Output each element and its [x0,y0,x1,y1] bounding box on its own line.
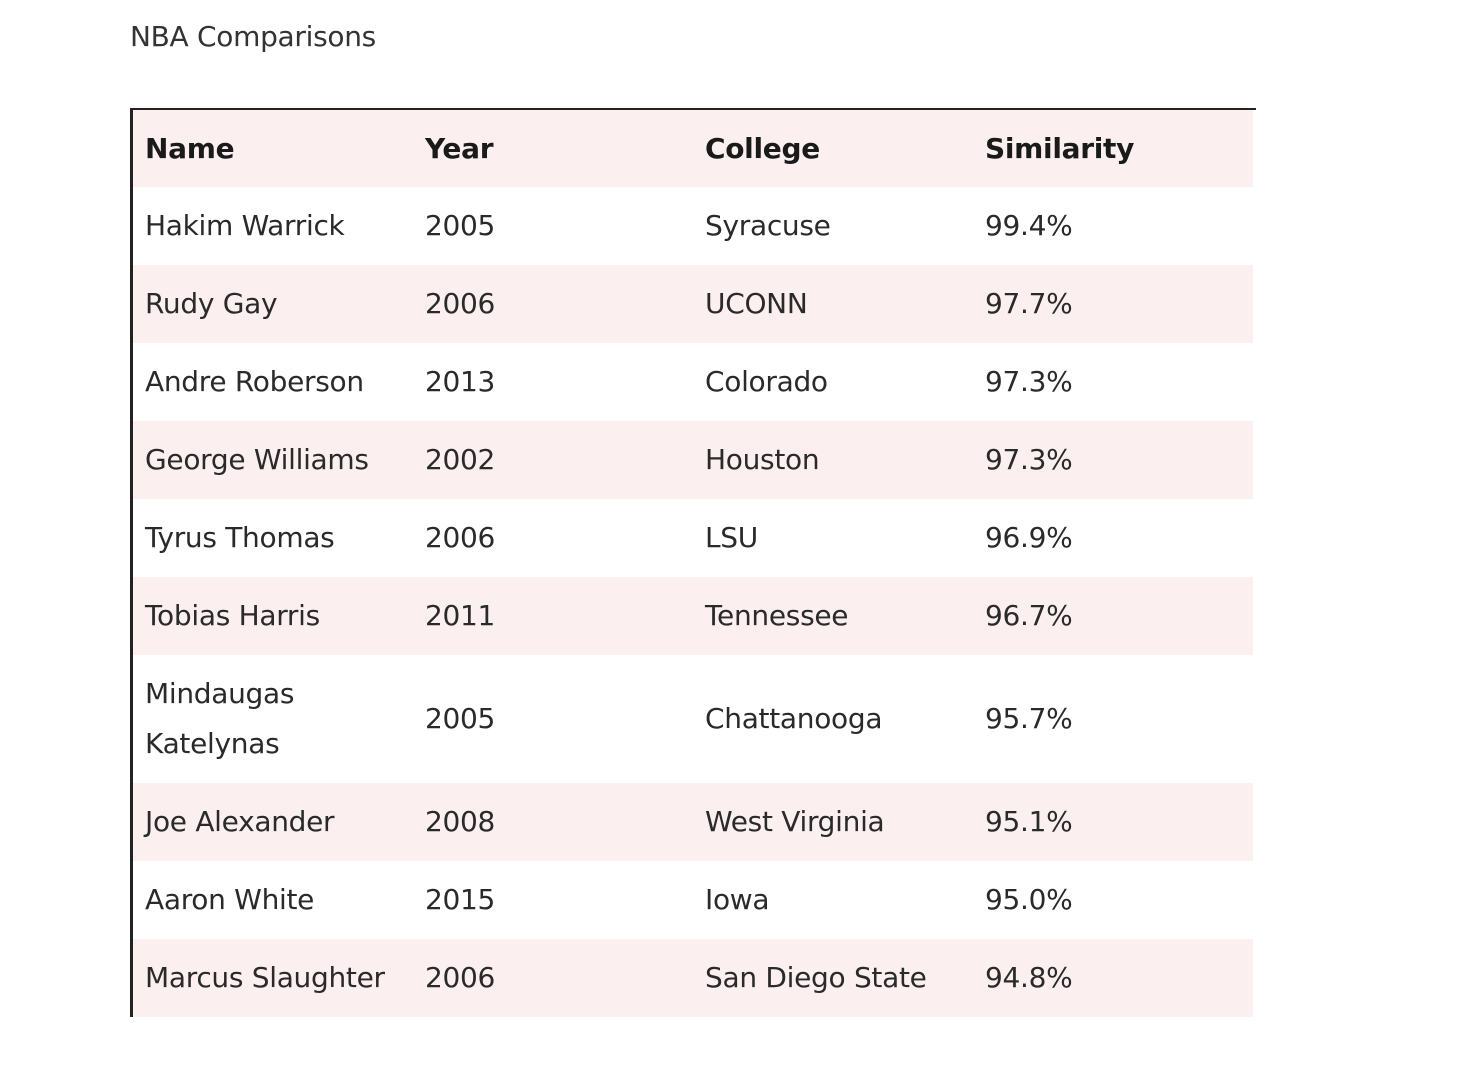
table-row: Aaron White 2015 Iowa 95.0% [133,861,1253,939]
cell-year: 2006 [425,287,496,320]
cell-college: Houston [705,443,820,476]
cell-college: UCONN [705,287,808,320]
cell-name: Tobias Harris [145,599,320,632]
table-header-row: Name Year College Similarity [133,110,1253,187]
table-caption: NBA Comparisons [130,20,376,53]
cell-similarity: 97.7% [985,287,1073,320]
cell-college: Iowa [705,883,770,916]
cell-year: 2011 [425,599,496,632]
cell-year: 2015 [425,883,496,916]
table-row: Tobias Harris 2011 Tennessee 96.7% [133,577,1253,655]
cell-name: Tyrus Thomas [145,521,335,554]
cell-college: LSU [705,521,758,554]
cell-name: George Williams [145,443,369,476]
cell-year: 2013 [425,365,496,398]
cell-name: Joe Alexander [145,805,335,838]
cell-similarity: 96.7% [985,599,1073,632]
column-header-year: Year [425,131,494,165]
cell-name: Rudy Gay [145,287,278,320]
table-row: Mindaugas Katelynas 2005 Chattanooga 95.… [133,655,1253,783]
cell-year: 2005 [425,209,496,242]
column-header-college: College [705,131,820,165]
cell-name: Andre Roberson [145,365,364,398]
cell-college: San Diego State [705,961,927,994]
cell-similarity: 95.1% [985,805,1073,838]
cell-similarity: 96.9% [985,521,1073,554]
cell-year: 2008 [425,805,496,838]
cell-similarity: 97.3% [985,443,1073,476]
table-row: Hakim Warrick 2005 Syracuse 99.4% [133,187,1253,265]
cell-college: West Virginia [705,805,885,838]
table-row: Andre Roberson 2013 Colorado 97.3% [133,343,1253,421]
table-row: Tyrus Thomas 2006 LSU 96.9% [133,499,1253,577]
cell-college: Colorado [705,365,828,398]
cell-similarity: 99.4% [985,209,1073,242]
column-header-name: Name [145,131,235,165]
table-row: Rudy Gay 2006 UCONN 97.7% [133,265,1253,343]
column-header-similarity: Similarity [985,131,1135,165]
cell-name: Hakim Warrick [145,209,345,242]
cell-year: 2006 [425,521,496,554]
cell-year: 2005 [425,702,496,735]
cell-name: Aaron White [145,883,315,916]
cell-college: Tennessee [705,599,849,632]
cell-name: Marcus Slaughter [145,961,385,994]
cell-year: 2002 [425,443,496,476]
cell-similarity: 97.3% [985,365,1073,398]
cell-similarity: 95.7% [985,702,1073,735]
cell-similarity: 95.0% [985,883,1073,916]
table-row: George Williams 2002 Houston 97.3% [133,421,1253,499]
cell-year: 2006 [425,961,496,994]
cell-college: Syracuse [705,209,831,242]
cell-name: Mindaugas Katelynas [145,677,295,760]
comparison-table-container: Name Year College Similarity Hakim Warri… [130,108,1256,1017]
cell-college: Chattanooga [705,702,883,735]
table-row: Marcus Slaughter 2006 San Diego State 94… [133,939,1253,1017]
comparison-table: Name Year College Similarity Hakim Warri… [133,110,1253,1017]
table-body: Hakim Warrick 2005 Syracuse 99.4% Rudy G… [133,187,1253,1017]
table-row: Joe Alexander 2008 West Virginia 95.1% [133,783,1253,861]
cell-similarity: 94.8% [985,961,1073,994]
